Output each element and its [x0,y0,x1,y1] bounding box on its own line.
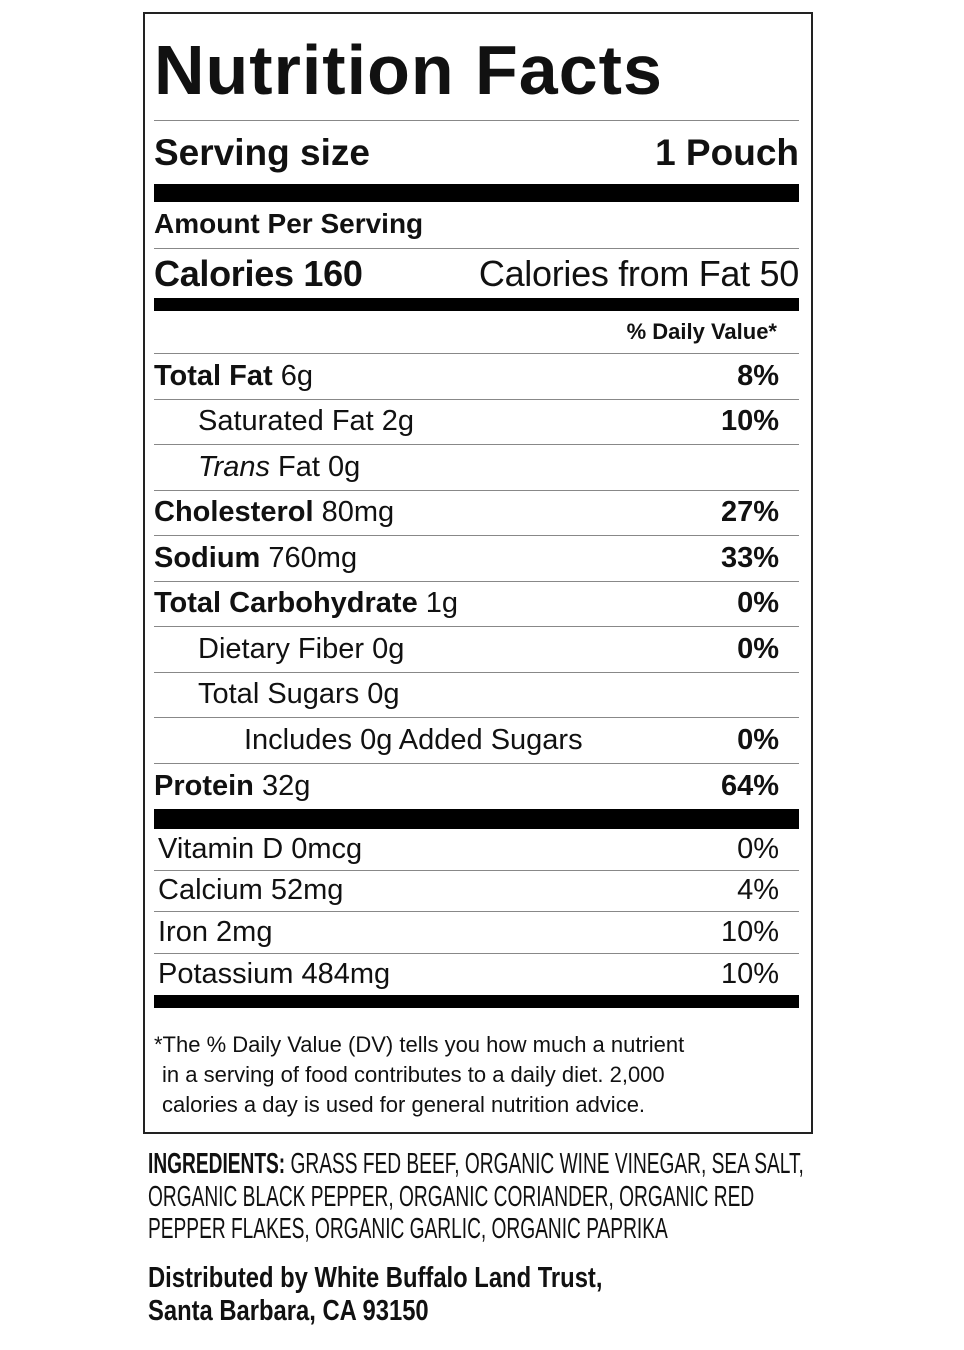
divider [154,353,799,354]
daily-value-header-text: % Daily Value* [626,319,777,344]
panel-title: Nutrition Facts [154,31,663,109]
vitamin-amount: 484mg [301,957,391,990]
nutrient-row: Total Fat 6g 8% [154,354,799,400]
vitamin-row: Iron 2mg 10% [154,912,799,954]
calories-from-fat-value: 50 [759,252,800,294]
footnote-line: *The % Daily Value (DV) tells you how mu… [154,1032,685,1057]
nutrient-daily-value: 27% [720,496,779,529]
ingredients: INGREDIENTS: GRASS FED BEEF, ORGANIC WIN… [148,1148,808,1246]
distributor: Distributed by White Buffalo Land Trust,… [148,1262,804,1328]
thick-divider [154,809,799,829]
ingredients-text: GRASS FED BEEF, ORGANIC WINE VINEGAR, SE… [148,1148,804,1245]
calories-value: 160 [303,252,363,294]
nutrient-row: Total Carbohydrate 1g 0% [154,582,799,627]
calories-row: Calories 160 Calories from Fat 50 [154,249,799,298]
ingredients-label: INGREDIENTS: [148,1148,286,1180]
nutrient-amount: 760mg [268,541,358,574]
vitamin-daily-value: 0% [737,832,779,865]
nutrient-amount: 80mg [321,496,395,529]
nutrient-daily-value: 0% [737,632,779,665]
nutrient-row: Saturated Fat 2g 10% [154,400,799,445]
vitamin-amount: 52mg [270,874,344,907]
nutrient-daily-value: 33% [720,541,779,574]
nutrient-name: Protein [154,769,254,802]
nutrient-daily-value: 8% [737,359,779,392]
vitamin-amount: 0mcg [291,832,363,865]
serving-size-value: 1 Pouch [655,131,799,173]
nutrient-amount: 2g [381,405,415,438]
vitamin-row: Vitamin D 0mcg 0% [154,829,799,871]
footnote: *The % Daily Value (DV) tells you how mu… [154,1008,799,1120]
nutrient-name: Total Sugars [198,678,360,711]
vitamin-daily-value: 10% [720,957,779,990]
daily-value-header: % Daily Value* [154,311,799,353]
nutrient-name: Sodium [154,541,261,574]
serving-size-label: Serving size [154,131,370,173]
calories-from-fat-label: Calories from Fat [478,252,750,294]
nutrient-name: Cholesterol [154,496,314,529]
nutrient-daily-value: 64% [720,769,779,802]
vitamin-name: Potassium [158,957,294,990]
distributor-line: Distributed by White Buffalo Land Trust, [148,1261,603,1294]
nutrient-daily-value: 0% [737,723,779,756]
thick-divider [154,995,799,1008]
nutrient-amount: 0g [328,450,361,483]
calories-label: Calories [154,252,294,294]
nutrient-amount: 0g [367,678,400,711]
divider [154,120,799,121]
nutrient-row: Protein 32g 64% [154,764,799,810]
amount-per-serving: Amount Per Serving [154,208,424,239]
nutrition-facts-panel: Nutrition Facts Serving size 1 Pouch Amo… [143,12,813,1134]
vitamin-amount: 2mg [216,915,273,948]
nutrient-daily-value: 0% [737,587,779,620]
nutrient-amount: 1g [425,587,459,620]
nutrient-row: Total Sugars 0g [154,673,799,718]
nutrient-name: Trans [198,450,270,483]
nutrient-amount: 6g [280,359,314,392]
footnote-line: in a serving of food contributes to a da… [162,1062,665,1087]
nutrient-row: Trans Fat 0g [154,445,799,491]
nutrient-row: Dietary Fiber 0g 0% [154,627,799,673]
vitamin-daily-value: 10% [720,915,779,948]
nutrient-daily-value: 10% [720,405,779,438]
nutrient-amount: 0g [372,632,405,665]
nutrient-name: Includes 0g Added Sugars [244,723,583,756]
divider [154,248,799,249]
vitamin-row: Calcium 52mg 4% [154,871,799,912]
vitamin-name: Calcium [158,874,263,907]
serving-size-row: Serving size 1 Pouch [154,121,799,184]
footnote-line: calories a day is used for general nutri… [162,1092,646,1117]
nutrient-name: Saturated Fat [198,405,374,438]
below-panel-text: INGREDIENTS: GRASS FED BEEF, ORGANIC WIN… [148,1148,948,1328]
nutrient-row: Sodium 760mg 33% [154,536,799,582]
vitamin-name: Iron [158,915,208,948]
nutrient-name: Total Fat [154,359,273,392]
nutrient-row: Includes 0g Added Sugars 0% [154,718,799,764]
vitamin-name: Vitamin D [158,832,284,865]
thick-divider [154,298,799,311]
vitamin-daily-value: 4% [737,874,779,907]
nutrient-name-suffix: Fat [269,450,320,483]
distributor-line: Santa Barbara, CA 93150 [148,1294,429,1327]
thick-divider [154,184,799,202]
vitamin-row: Potassium 484mg 10% [154,954,799,996]
nutrient-name: Dietary Fiber [198,632,364,665]
nutrient-name: Total Carbohydrate [154,587,418,620]
nutrient-row: Cholesterol 80mg 27% [154,491,799,536]
nutrient-amount: 32g [261,769,311,802]
